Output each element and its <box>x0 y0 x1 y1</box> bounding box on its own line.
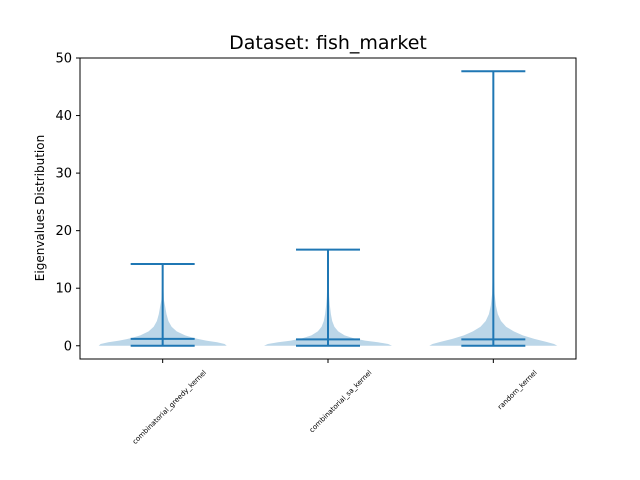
plot-marks <box>98 70 558 347</box>
y-tick-label: 30 <box>55 167 72 182</box>
y-tick-label: 40 <box>55 109 72 124</box>
y-tick-label: 20 <box>55 224 72 239</box>
chart-title: Dataset: fish_market <box>229 32 427 54</box>
y-tick-label: 50 <box>55 52 72 67</box>
y-axis: 0 10 20 30 40 50 <box>55 52 80 354</box>
y-tick-label: 10 <box>55 282 72 297</box>
y-tick-label: 0 <box>64 339 72 354</box>
y-axis-label: Eigenvalues Distribution <box>33 135 47 281</box>
